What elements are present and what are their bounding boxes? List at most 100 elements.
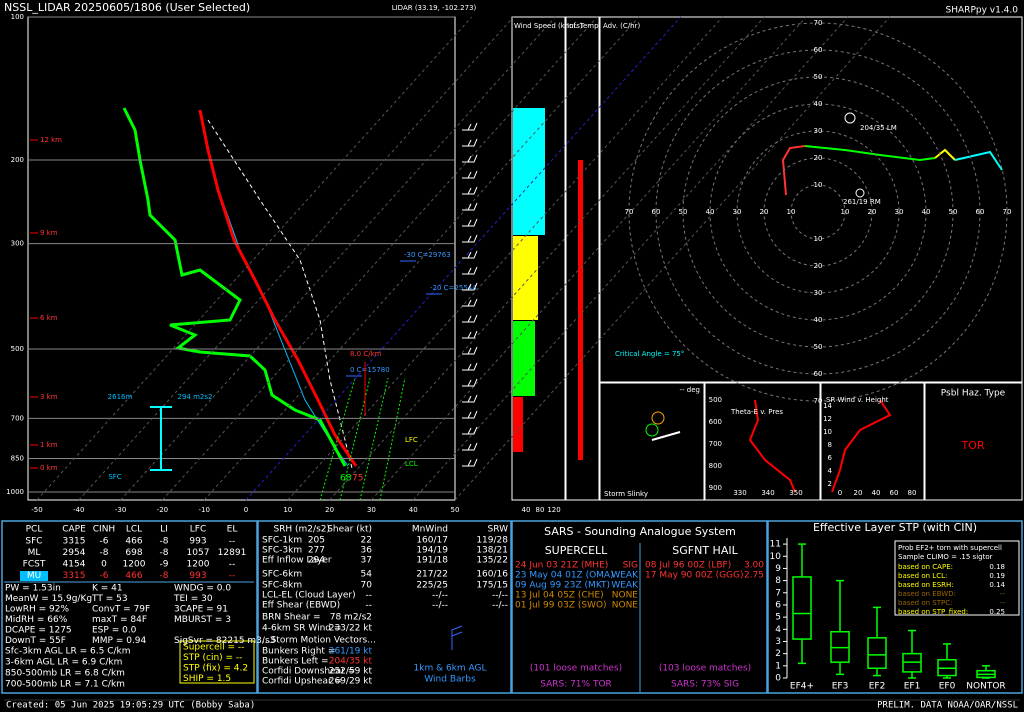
wind-barb bbox=[462, 426, 478, 435]
parcel-cell: 1200 bbox=[187, 560, 210, 570]
kinematic-cell: 37 bbox=[361, 556, 372, 566]
supercell-analog: 01 Jul 99 03Z (SWO) bbox=[515, 601, 607, 611]
supercell-analog: 13 Jul 04 05Z (CHE) bbox=[515, 591, 604, 601]
hodo-ring-label: 20 bbox=[868, 208, 877, 216]
hail-sars: SARS: 73% SIG bbox=[671, 680, 739, 690]
hodo-ring-label: 10 bbox=[841, 208, 850, 216]
pressure-label: 200 bbox=[11, 156, 24, 164]
parcel-cell: -- bbox=[229, 537, 236, 547]
kinematic-cell: 205 bbox=[308, 536, 325, 546]
parcel-header: PCL bbox=[26, 525, 43, 535]
motion-value: 204/35 kt bbox=[329, 657, 373, 667]
temperature-label: 20 bbox=[325, 506, 334, 514]
temp-adv-title: Inf. Temp. Adv. (C/hr) bbox=[567, 22, 640, 30]
kinematic-cell: 22 bbox=[361, 536, 372, 546]
motion-label: Bunkers Left = bbox=[262, 657, 329, 667]
hodo-ring bbox=[655, 49, 981, 375]
hodo-ring-label: 10 bbox=[814, 181, 823, 189]
pressure-label: 1000 bbox=[6, 488, 24, 496]
temperature-label: 50 bbox=[451, 506, 460, 514]
kinematic-cell: 191/18 bbox=[416, 556, 448, 566]
temperature-label: 30 bbox=[367, 506, 376, 514]
kinematic-header: Shear (kt) bbox=[327, 525, 372, 535]
barb-icon bbox=[451, 625, 463, 650]
temperature-label: 40 bbox=[409, 506, 418, 514]
thermo-index: WNDG = 0.0 bbox=[174, 584, 231, 594]
kinematic-header: MnWind bbox=[412, 525, 448, 535]
sr-wind-y-tick: 4 bbox=[828, 467, 833, 475]
kinematic-cell: 217/22 bbox=[416, 570, 448, 580]
wind-barb bbox=[462, 122, 478, 131]
legend-title: Prob EF2+ torn with supercell bbox=[898, 544, 1002, 552]
wind-barb bbox=[462, 394, 478, 403]
parcel-cell: -8 bbox=[100, 548, 109, 558]
parcel-cell: SFC bbox=[25, 537, 42, 547]
thermo-index: MeanW = 15.9g/Kg bbox=[5, 594, 92, 604]
hodo-ring-label: 50 bbox=[814, 73, 823, 81]
hail-size: 3.00 bbox=[744, 561, 764, 571]
thermo-index: DownT = 55F bbox=[5, 636, 66, 646]
sars-title: SARS - Sounding Analogue System bbox=[544, 525, 736, 538]
kinematic-cell: 160/16 bbox=[476, 570, 508, 580]
kinematic-cell: 78 m2/s2 bbox=[330, 613, 372, 623]
isotherm bbox=[36, 16, 473, 501]
hodo-ring-label: 70 bbox=[1003, 208, 1012, 216]
kinematic-cell: --/-- bbox=[492, 591, 508, 601]
motion-label: Bunkers Right = bbox=[262, 647, 335, 657]
hodo-ring-label: 60 bbox=[814, 46, 823, 54]
parcel-header: LCL bbox=[126, 525, 142, 535]
theta-e-y-tick: 600 bbox=[709, 418, 722, 426]
legend-value: 0.19 bbox=[989, 572, 1005, 580]
parcel-cell: 4154 bbox=[63, 560, 86, 570]
legend-label: based on ESRH: bbox=[898, 581, 954, 589]
severe-index: SHIP = 1.5 bbox=[183, 674, 231, 684]
height-label: 6 km bbox=[40, 314, 58, 322]
wind-barb bbox=[462, 234, 478, 243]
isotherm bbox=[78, 16, 514, 501]
hodo-ring-label: 40 bbox=[922, 208, 931, 216]
legend-label: based on EBWD: bbox=[898, 590, 956, 598]
kinematic-header: SRH (m2/s2) bbox=[273, 525, 330, 535]
title: NSSL_LIDAR 20250605/1806 (User Selected) bbox=[4, 1, 250, 14]
kinematic-cell: 119/28 bbox=[476, 536, 508, 546]
isotherm bbox=[203, 16, 640, 501]
supercell-sars: SARS: 71% TOR bbox=[540, 680, 612, 690]
kinematic-cell: 194/19 bbox=[416, 546, 448, 556]
wind-barb bbox=[462, 410, 478, 419]
sr-wind-y-tick: 2 bbox=[828, 480, 832, 488]
slinky-bubble bbox=[651, 411, 665, 425]
parcel-header: CINH bbox=[93, 525, 115, 535]
y-tick-label: 3 bbox=[775, 637, 781, 647]
left-mover-label: 204/35 LM bbox=[860, 124, 897, 132]
temperature-label: -10 bbox=[198, 506, 209, 514]
level-label: -30 C=29763 bbox=[404, 251, 451, 259]
kinematic-cell: 225/25 bbox=[416, 581, 448, 591]
kinematic-cell: 160/17 bbox=[416, 536, 448, 546]
kinematic-label: SFC-1km bbox=[262, 536, 302, 546]
wind-barb bbox=[462, 282, 478, 291]
kinematic-cell: 138/21 bbox=[476, 546, 508, 556]
theta-e-y-tick: 800 bbox=[709, 462, 722, 470]
y-tick-label: 4 bbox=[775, 625, 781, 635]
kinematic-cell: 294 bbox=[308, 556, 325, 566]
thermo-index: DCAPE = 1275 bbox=[5, 626, 72, 636]
height-label: 9 km bbox=[40, 229, 58, 237]
supercell-analog: 09 Aug 99 23Z (MKT) bbox=[515, 581, 610, 591]
hail-title: SGFNT HAIL bbox=[672, 544, 738, 557]
hodo-ring-label: 10 bbox=[814, 235, 823, 243]
kinematic-label: LCL-EL (Cloud Layer) bbox=[262, 591, 356, 601]
pressure-label: 700 bbox=[11, 414, 24, 422]
theta-e-title: Theta-E v. Pres bbox=[730, 408, 783, 416]
parcel-cell: 698 bbox=[125, 548, 142, 558]
height-label: 0 km bbox=[40, 464, 58, 472]
thermo-index: TEI = 30 bbox=[173, 594, 213, 604]
temperature-label: -40 bbox=[73, 506, 84, 514]
left-mover bbox=[844, 112, 856, 124]
parcel-header: LI bbox=[160, 525, 168, 535]
kinematic-label: BRN Shear = bbox=[262, 613, 321, 623]
pressure-label: 100 bbox=[11, 13, 24, 21]
parcel-cell: -8 bbox=[160, 548, 169, 558]
box bbox=[867, 637, 887, 670]
theta-e-trace bbox=[748, 399, 796, 493]
